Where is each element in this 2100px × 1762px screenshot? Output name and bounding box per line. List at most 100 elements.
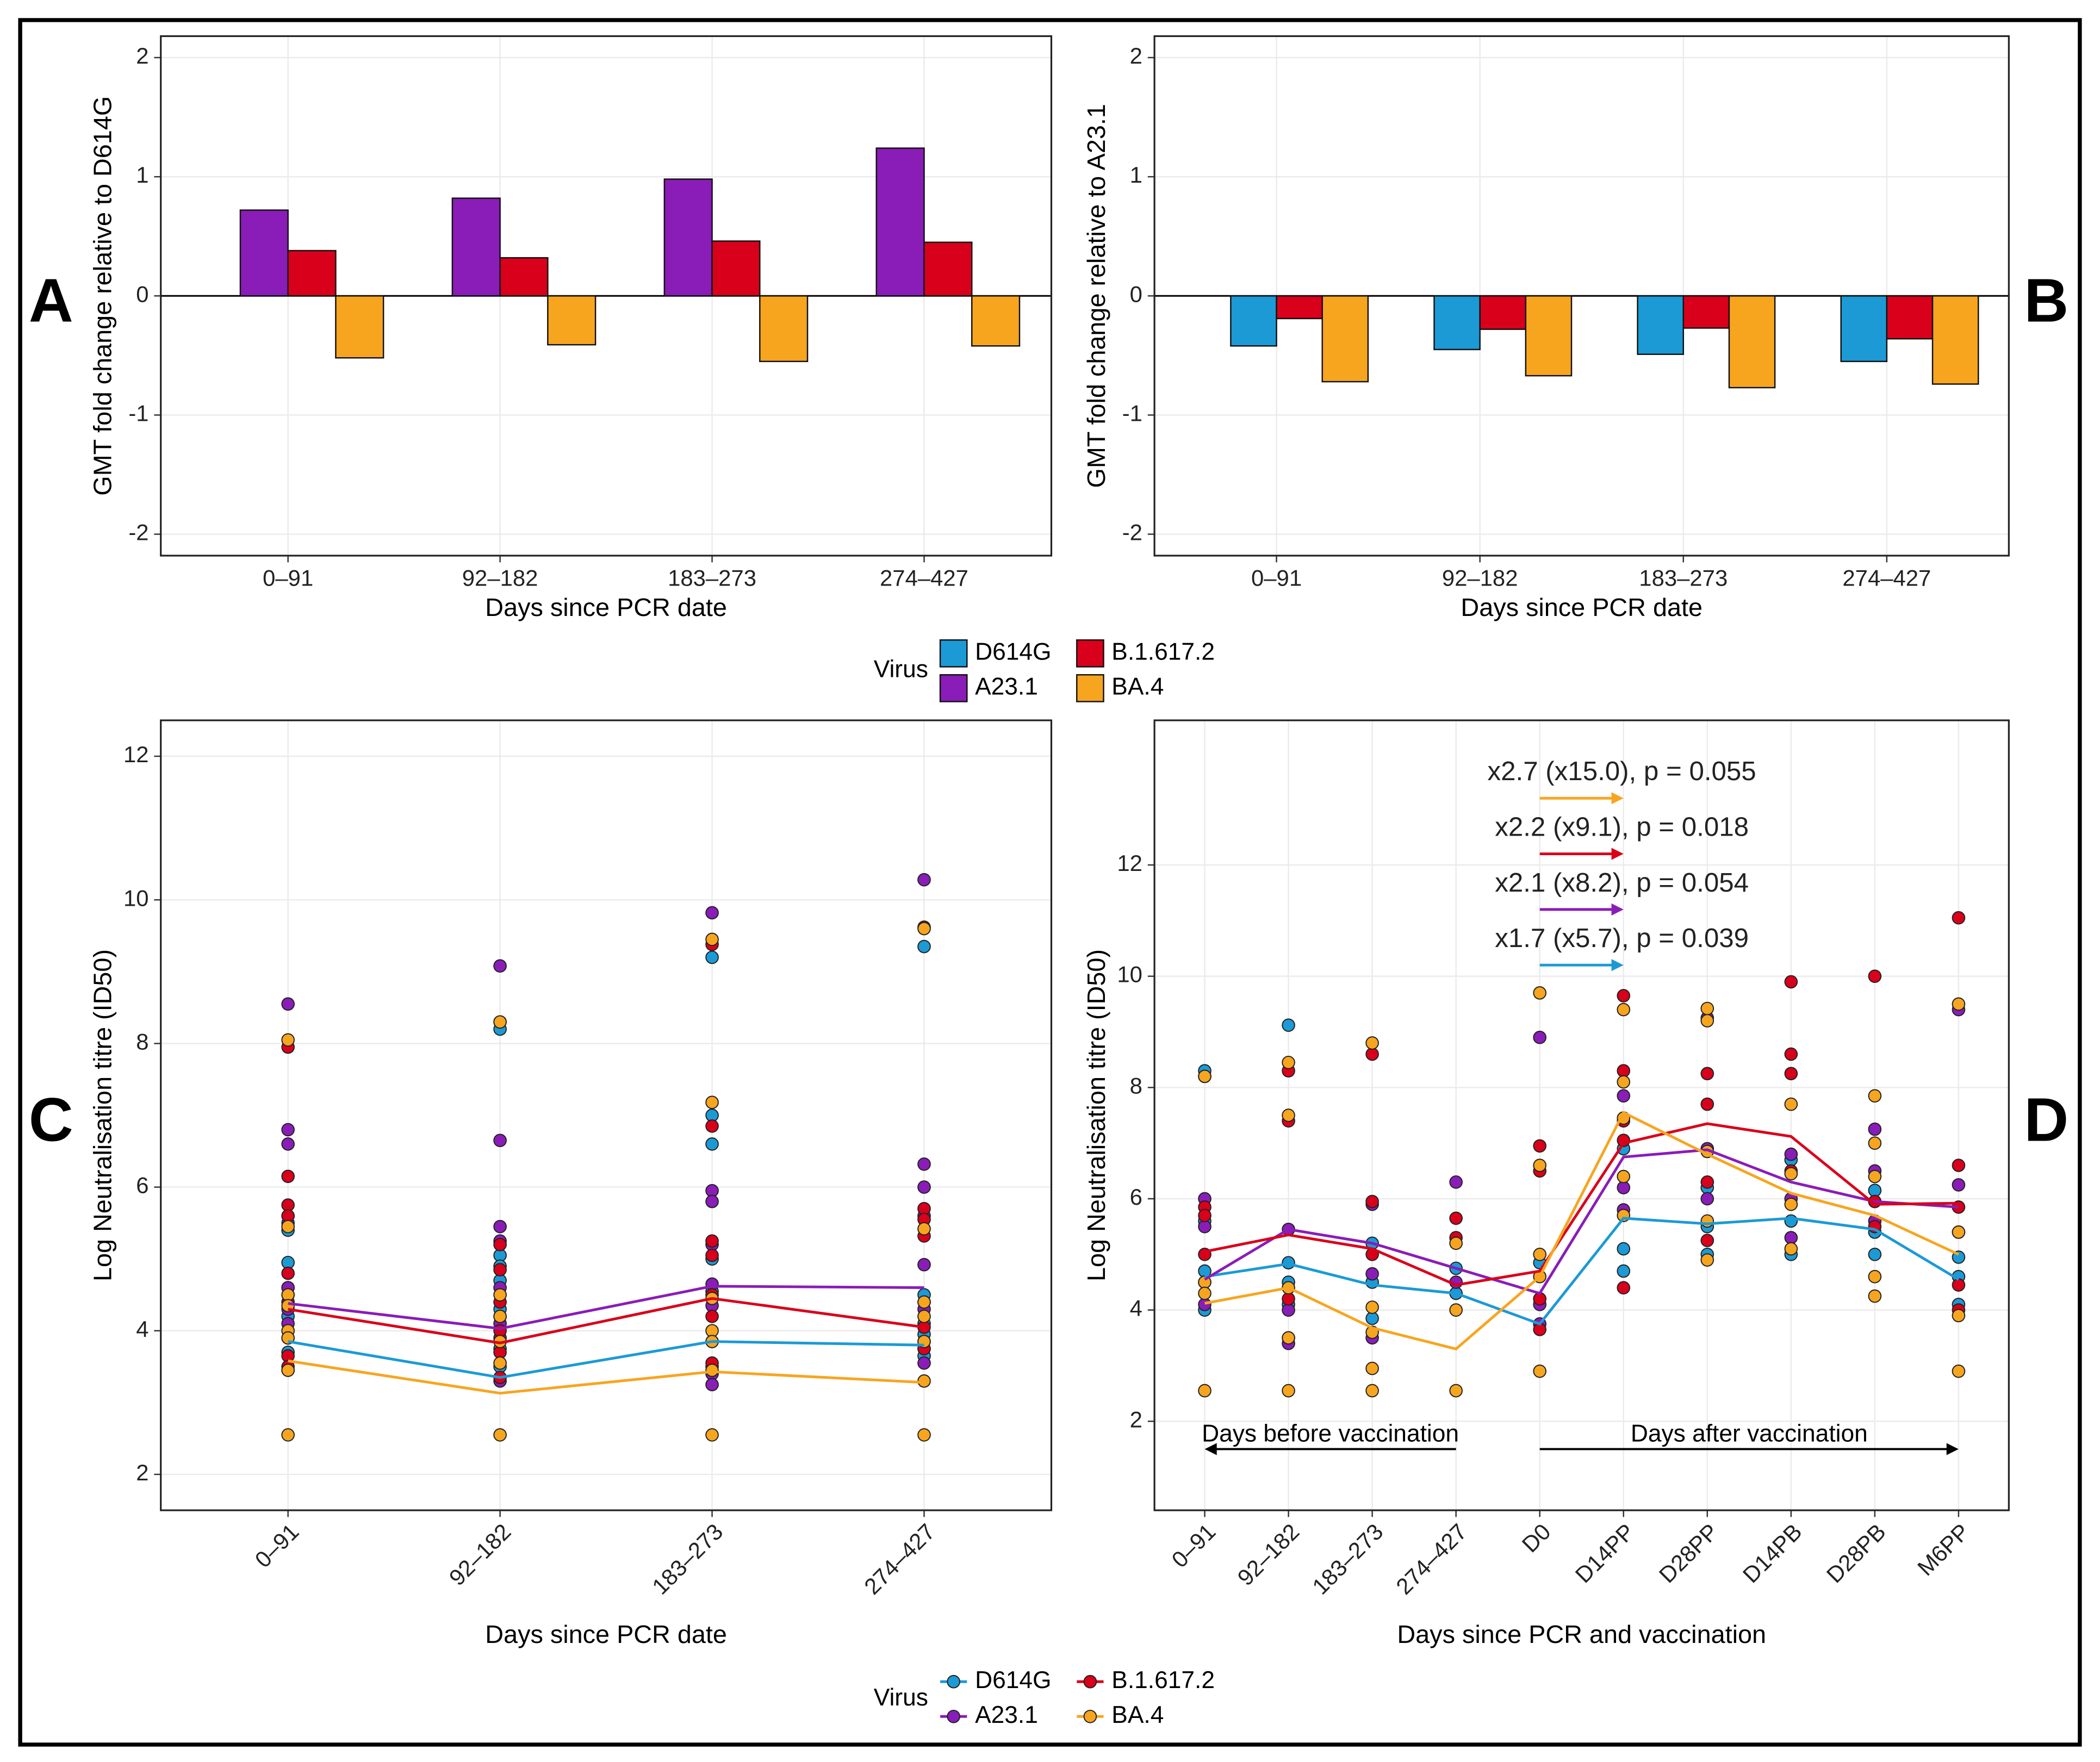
panel-label: C [29, 1086, 73, 1155]
data-point [1868, 1247, 1882, 1261]
bar [1433, 295, 1481, 351]
data-point [917, 939, 931, 954]
plot-border [160, 719, 1053, 1511]
data-point [1952, 1309, 1966, 1323]
data-point [493, 1263, 507, 1277]
data-point [493, 1288, 507, 1302]
data-point [1533, 1139, 1547, 1153]
y-tick-label: -2 [1122, 520, 1142, 545]
bar [1931, 295, 1979, 385]
y-axis-title: Log Neutralisation titre (ID50) [89, 949, 117, 1281]
data-point [705, 950, 719, 964]
bar [287, 250, 337, 297]
data-point [1449, 1384, 1463, 1398]
data-point [1198, 1298, 1211, 1311]
data-point [1617, 1003, 1631, 1017]
y-tick-label: 12 [1117, 850, 1142, 876]
data-point [1282, 1018, 1295, 1032]
data-point [917, 1157, 931, 1171]
data-point [1868, 1089, 1882, 1103]
x-tick-label: 0–91 [263, 565, 313, 590]
x-tick-label: 92–182 [1233, 1518, 1304, 1590]
data-point [1198, 1069, 1211, 1084]
arrow-head [1611, 903, 1624, 916]
data-point [1617, 1089, 1631, 1103]
x-tick-label: D28PB [1822, 1518, 1891, 1587]
data-point [917, 1257, 931, 1272]
legend-title: Virus [874, 1684, 928, 1711]
y-tick-label: 10 [1117, 962, 1142, 987]
data-point [1617, 1064, 1631, 1078]
data-point [705, 1248, 719, 1262]
panel-label: A [29, 266, 73, 335]
data-point [1700, 1001, 1714, 1016]
data-point [1282, 1109, 1295, 1122]
y-tick-label: 1 [1130, 162, 1142, 188]
data-point [1365, 1267, 1379, 1281]
data-point [281, 1219, 295, 1234]
data-point [1282, 1055, 1295, 1069]
y-tick-label: 8 [136, 1029, 148, 1054]
data-point [705, 1310, 719, 1323]
y-axis-title: Log Neutralisation titre (ID50) [1082, 949, 1110, 1281]
data-point [493, 959, 507, 973]
data-point [1868, 1289, 1882, 1303]
data-point [1868, 1269, 1882, 1284]
data-point [1617, 1281, 1631, 1295]
bar [1230, 295, 1277, 347]
data-point [1365, 1036, 1379, 1050]
x-tick-label: 183–273 [1639, 565, 1728, 590]
mean-line [288, 1359, 924, 1395]
data-point [1533, 1159, 1547, 1172]
x-tick-label: 183–273 [668, 565, 756, 590]
data-point [705, 1234, 719, 1248]
x-tick-label: 274–427 [1842, 565, 1931, 590]
data-point [1784, 1242, 1798, 1256]
data-point [1365, 1384, 1379, 1398]
data-point [1617, 1242, 1631, 1256]
data-point [705, 1119, 719, 1133]
bar [875, 147, 925, 297]
data-point [917, 1180, 931, 1194]
data-point [1617, 989, 1631, 1003]
legend-label: BA.4 [1111, 674, 1164, 700]
plot-border [1153, 719, 2010, 1511]
data-point [1365, 1361, 1379, 1375]
data-point [1784, 1231, 1798, 1244]
data-point [705, 1378, 719, 1392]
legend-swatch-point [1083, 1709, 1097, 1723]
data-point [1282, 1303, 1295, 1317]
bar [971, 295, 1021, 347]
y-tick-label: 0 [1130, 281, 1142, 307]
data-point [1617, 1264, 1631, 1278]
data-point [281, 1363, 295, 1377]
data-point [1952, 1225, 1966, 1239]
data-point [493, 1219, 507, 1234]
data-point [1282, 1384, 1295, 1398]
y-tick-label: 4 [1130, 1296, 1142, 1321]
data-point [281, 1266, 295, 1280]
data-point [281, 1169, 295, 1184]
legend-label: B.1.617.2 [1111, 639, 1215, 665]
data-point [493, 1015, 507, 1029]
data-point [705, 1194, 719, 1209]
x-tick-label: D14PP [1570, 1518, 1639, 1587]
legend-label: A23.1 [975, 674, 1038, 700]
x-axis-title: Days since PCR date [1461, 593, 1703, 621]
x-axis-title: Days since PCR date [485, 593, 727, 621]
data-point [1952, 1278, 1966, 1292]
data-point [1198, 1286, 1211, 1300]
data-point [1533, 1030, 1547, 1044]
plot-border [160, 35, 1053, 557]
mean-line [288, 1285, 924, 1330]
legend-title: Virus [874, 656, 928, 683]
data-point [705, 1363, 719, 1377]
bar [1886, 295, 1934, 340]
annotation: Days before vaccination [1202, 1421, 1459, 1447]
arrow-head [1204, 1443, 1217, 1455]
data-point [1198, 1209, 1211, 1222]
mean-line [1204, 1148, 1959, 1295]
legend-swatch [1076, 674, 1104, 702]
legend-swatch [939, 674, 968, 702]
